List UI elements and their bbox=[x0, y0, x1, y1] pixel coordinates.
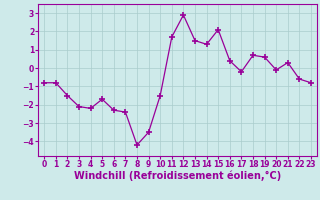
X-axis label: Windchill (Refroidissement éolien,°C): Windchill (Refroidissement éolien,°C) bbox=[74, 171, 281, 181]
